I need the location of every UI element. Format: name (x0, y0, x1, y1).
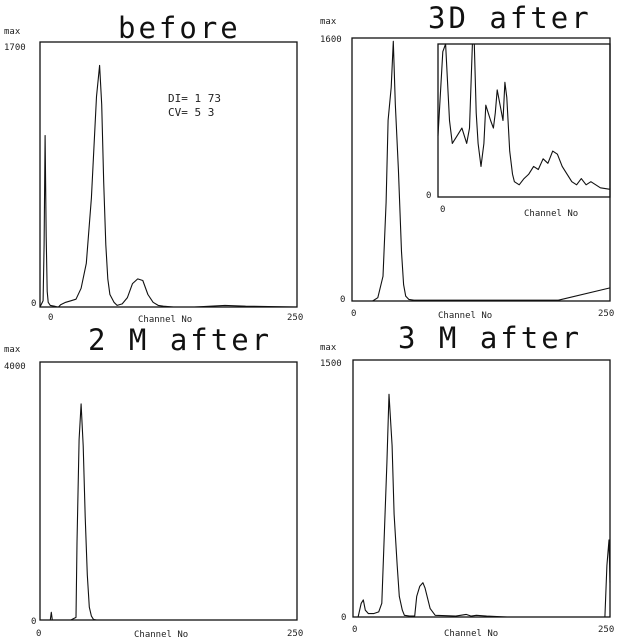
cv-annotation: CV= 5 3 (168, 106, 214, 119)
histogram-trace (353, 393, 611, 618)
x-tick-min: 0 (36, 629, 41, 639)
y-axis-label: max (320, 17, 337, 27)
y-tick-min: 0 (31, 617, 36, 627)
chart-title: 3 M after (398, 321, 582, 355)
chart-title: 3D after (428, 1, 592, 35)
y-axis-label: max (4, 27, 21, 37)
x-tick-max: 250 (598, 309, 614, 319)
x-tick-min: 0 (352, 625, 357, 635)
y-tick-max: 4000 (4, 362, 26, 372)
plot-frame (352, 359, 611, 618)
y-tick-max: 1700 (4, 43, 26, 53)
x-axis-label: Channel No (438, 311, 492, 321)
chart-title: before (118, 11, 241, 45)
plot-frame (351, 37, 611, 302)
x-tick-max: 250 (598, 625, 614, 635)
plot-frame (39, 41, 298, 308)
x-tick-min: 0 (351, 309, 356, 319)
panel-3d-after: 3D after max 1600 0 0 250 Channel No 0 0… (320, 1, 614, 321)
di-annotation: DI= 1 73 (168, 92, 221, 105)
panel-2m-after: 2 M after max 4000 0 0 250 Channel No (4, 323, 303, 640)
y-tick-min: 0 (341, 613, 346, 623)
histogram-trace (39, 64, 298, 308)
panel-3m-after: 3 M after max 1500 0 0 250 Channel No (320, 321, 614, 639)
y-axis-label: max (4, 345, 21, 355)
inset-plot: 0 0 Channel No (426, 43, 611, 219)
chart-title: 2 M after (88, 323, 272, 357)
panel-before: before max 1700 0 0 250 Channel No DI= 1… (4, 11, 303, 325)
histogram-trace (40, 403, 297, 621)
inset-x-tick: 0 (440, 205, 445, 215)
y-tick-max: 1500 (320, 359, 342, 369)
x-tick-max: 250 (287, 629, 303, 639)
histogram-trace (352, 40, 611, 302)
y-axis-label: max (320, 343, 337, 353)
y-tick-max: 1600 (320, 35, 342, 45)
x-axis-label: Channel No (138, 315, 192, 325)
inset-y-tick: 0 (426, 191, 431, 201)
x-axis-label: Channel No (134, 630, 188, 640)
x-axis-label: Channel No (444, 629, 498, 639)
x-tick-min: 0 (48, 313, 53, 323)
x-tick-max: 250 (287, 313, 303, 323)
inset-trace (437, 43, 611, 190)
y-tick-min: 0 (340, 295, 345, 305)
inset-frame (437, 43, 611, 198)
y-tick-min: 0 (31, 299, 36, 309)
inset-x-axis-label: Channel No (524, 209, 578, 219)
